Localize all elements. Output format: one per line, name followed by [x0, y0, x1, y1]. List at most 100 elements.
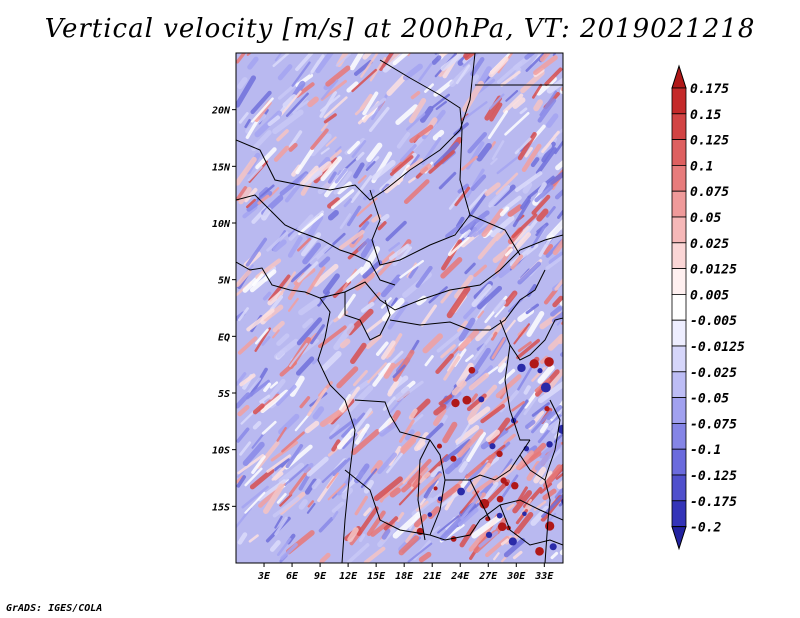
velocity-streak — [346, 205, 362, 227]
velocity-streak — [428, 286, 448, 304]
velocity-streak — [386, 452, 403, 474]
velocity-streak — [460, 493, 482, 520]
velocity-streak — [249, 468, 275, 490]
velocity-streak — [307, 500, 315, 508]
velocity-streak — [470, 57, 485, 77]
velocity-streak — [470, 393, 478, 403]
velocity-streak — [524, 53, 536, 60]
velocity-streak — [433, 141, 460, 168]
velocity-streak — [237, 454, 265, 475]
velocity-streak — [477, 232, 501, 260]
velocity-streak — [280, 90, 302, 116]
velocity-streak — [517, 341, 532, 353]
velocity-streak — [340, 386, 360, 413]
velocity-streak — [363, 189, 375, 201]
velocity-streak — [457, 328, 480, 352]
velocity-streak — [388, 242, 401, 252]
velocity-streak — [272, 329, 280, 339]
lon-label: 30E — [506, 571, 526, 582]
velocity-streak — [379, 421, 398, 437]
velocity-streak — [307, 96, 319, 108]
velocity-streak — [377, 221, 387, 231]
velocity-streak — [254, 327, 272, 352]
velocity-streak — [471, 284, 492, 308]
velocity-streak — [462, 80, 484, 113]
velocity-streak — [372, 263, 383, 273]
velocity-streak — [320, 94, 341, 112]
velocity-streak — [310, 324, 325, 345]
velocity-streak — [437, 515, 460, 534]
velocity-streak — [366, 510, 386, 537]
velocity-streak — [410, 90, 421, 100]
colorbar-swatch — [671, 293, 687, 321]
velocity-streak — [468, 406, 491, 425]
velocity-streak — [350, 342, 367, 365]
velocity-streak — [433, 408, 447, 427]
velocity-streak — [295, 148, 314, 175]
velocity-streak — [295, 53, 314, 72]
velocity-streak — [372, 362, 392, 387]
velocity-streak — [327, 209, 339, 221]
country-borders — [236, 53, 563, 563]
velocity-streak — [331, 189, 355, 210]
velocity-streak — [424, 355, 434, 367]
velocity-streak — [268, 378, 286, 400]
velocity-streak — [239, 373, 256, 387]
velocity-streak — [546, 405, 563, 421]
velocity-streak — [320, 156, 343, 182]
velocity-streak — [543, 288, 558, 305]
velocity-streak — [248, 534, 259, 543]
velocity-streak — [491, 140, 505, 160]
lon-label: 21E — [422, 571, 442, 582]
velocity-extreme — [450, 455, 457, 462]
velocity-streak — [280, 543, 298, 560]
velocity-streak — [276, 333, 290, 346]
velocity-streak — [530, 157, 540, 168]
velocity-streak — [521, 143, 542, 173]
velocity-streak — [357, 174, 367, 184]
velocity-streak — [349, 53, 365, 71]
velocity-streak — [519, 107, 528, 115]
velocity-streak — [467, 397, 484, 422]
velocity-streak — [496, 152, 524, 175]
velocity-streak — [336, 181, 352, 195]
velocity-streak — [310, 128, 329, 150]
velocity-streak — [366, 142, 383, 163]
velocity-streak — [543, 464, 563, 489]
velocity-streak — [347, 140, 361, 155]
velocity-streak — [429, 525, 441, 536]
velocity-streak — [490, 331, 498, 341]
velocity-streak — [466, 462, 492, 493]
velocity-streak — [370, 521, 389, 537]
velocity-streak — [481, 481, 499, 503]
velocity-streak — [276, 492, 287, 504]
velocity-streak — [407, 542, 433, 563]
velocity-streak — [331, 501, 345, 513]
velocity-streak — [536, 208, 549, 222]
lat-label: 5S — [218, 389, 230, 400]
velocity-streak — [537, 380, 563, 404]
lon-label: 24E — [450, 571, 470, 582]
velocity-streak — [476, 142, 492, 162]
lon-label: 27E — [478, 571, 498, 582]
velocity-streak — [514, 171, 543, 193]
velocity-streak — [334, 168, 348, 184]
velocity-streak — [392, 53, 410, 66]
velocity-streak — [346, 543, 370, 563]
velocity-streak — [389, 155, 414, 176]
velocity-streak — [311, 357, 320, 365]
colorbar-label: -0.0125 — [690, 340, 745, 355]
velocity-extreme — [485, 531, 493, 539]
velocity-streak — [307, 387, 328, 417]
velocity-streak — [271, 467, 283, 478]
velocity-streak — [244, 118, 251, 129]
velocity-streak — [312, 263, 339, 287]
velocity-streak — [318, 325, 347, 349]
velocity-streak — [309, 133, 332, 157]
velocity-streak — [382, 396, 396, 411]
velocity-streak — [285, 444, 304, 469]
colorbar-label: 0.075 — [690, 185, 729, 200]
colorbar-label: 0.025 — [690, 237, 729, 252]
velocity-streak — [245, 237, 268, 267]
velocity-streak — [441, 239, 463, 271]
